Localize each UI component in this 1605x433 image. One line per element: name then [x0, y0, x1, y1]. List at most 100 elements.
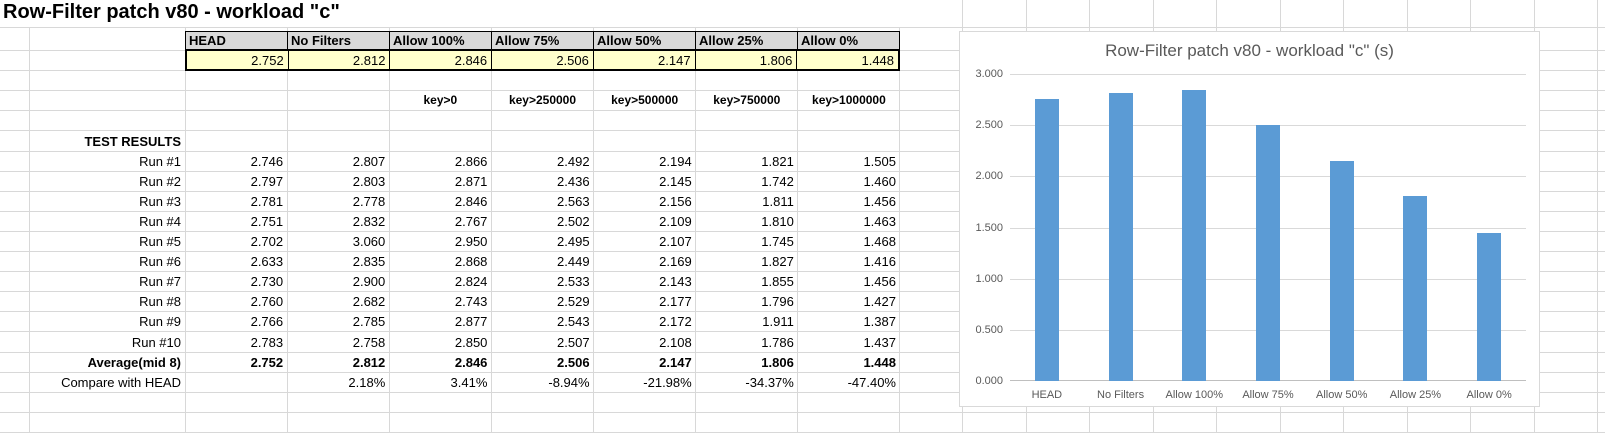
value-cell[interactable]: 2.436: [557, 173, 590, 189]
value-cell[interactable]: 1.387: [863, 314, 896, 330]
value-cell[interactable]: 2.143: [659, 274, 692, 290]
value-cell[interactable]: 1.416: [863, 254, 896, 270]
value-cell[interactable]: -21.98%: [643, 374, 692, 390]
value-cell[interactable]: 2.156: [659, 193, 692, 209]
value-cell[interactable]: [185, 372, 287, 392]
row-label[interactable]: Run #9: [139, 314, 181, 330]
key-label[interactable]: key>0: [423, 93, 458, 107]
value-cell[interactable]: 2.107: [659, 234, 692, 249]
key-label[interactable]: [287, 90, 389, 110]
bar[interactable]: [1329, 161, 1354, 381]
key-label[interactable]: key>500000: [611, 93, 679, 107]
value-cell[interactable]: 2.145: [659, 173, 692, 189]
value-cell[interactable]: 2.109: [659, 213, 692, 229]
value-cell[interactable]: 1.806: [761, 354, 794, 370]
value-cell[interactable]: 2.781: [250, 193, 284, 209]
bar[interactable]: [1034, 99, 1059, 381]
value-cell[interactable]: 2.785: [352, 314, 386, 330]
summary-cell[interactable]: 2.506: [492, 51, 594, 69]
value-cell[interactable]: 2.752: [250, 354, 284, 370]
value-cell[interactable]: 2.832: [352, 213, 386, 229]
value-cell[interactable]: 2.807: [352, 153, 386, 169]
value-cell[interactable]: 2.812: [352, 354, 386, 370]
value-cell[interactable]: 2.746: [250, 153, 284, 169]
value-cell[interactable]: 2.846: [454, 354, 488, 370]
value-cell[interactable]: 2.743: [454, 294, 488, 310]
value-cell[interactable]: 1.745: [761, 234, 794, 249]
column-header[interactable]: Allow 25%: [696, 32, 798, 49]
value-cell[interactable]: 1.456: [863, 193, 896, 209]
bar[interactable]: [1108, 93, 1133, 381]
key-label[interactable]: key>750000: [713, 93, 781, 107]
value-cell[interactable]: 1.437: [863, 334, 896, 350]
value-cell[interactable]: 1.811: [762, 193, 794, 209]
value-cell[interactable]: 2.506: [557, 354, 590, 370]
value-cell[interactable]: 2.177: [659, 294, 692, 310]
value-cell[interactable]: 1.505: [863, 153, 896, 169]
value-cell[interactable]: 3.060: [352, 234, 386, 249]
value-cell[interactable]: 1.827: [761, 254, 794, 270]
value-cell[interactable]: 2.194: [659, 153, 692, 169]
bar[interactable]: [1182, 89, 1207, 381]
value-cell[interactable]: 1.796: [761, 294, 794, 310]
row-label[interactable]: Run #2: [139, 173, 181, 189]
column-header[interactable]: HEAD: [186, 32, 288, 49]
value-cell[interactable]: 2.797: [250, 173, 284, 189]
value-cell[interactable]: 2.871: [454, 173, 488, 189]
bar-chart[interactable]: Row-Filter patch v80 - workload "c" (s) …: [959, 31, 1540, 407]
value-cell[interactable]: -47.40%: [847, 374, 896, 390]
value-cell[interactable]: 2.900: [352, 274, 386, 290]
value-cell[interactable]: 1.427: [863, 294, 896, 310]
value-cell[interactable]: 2.108: [659, 334, 692, 350]
value-cell[interactable]: 2.877: [454, 314, 488, 330]
column-header[interactable]: Allow 100%: [390, 32, 492, 49]
value-cell[interactable]: 2.507: [557, 334, 590, 350]
value-cell[interactable]: 2.778: [352, 193, 386, 209]
value-cell[interactable]: 2.767: [454, 213, 488, 229]
value-cell[interactable]: 2.730: [250, 274, 284, 290]
value-cell[interactable]: 2.803: [352, 173, 386, 189]
row-label[interactable]: Run #4: [139, 213, 181, 229]
row-label[interactable]: Run #10: [131, 334, 181, 350]
key-label[interactable]: [185, 90, 287, 110]
value-cell[interactable]: 1.460: [863, 173, 896, 189]
value-cell[interactable]: 2.543: [557, 314, 590, 330]
value-cell[interactable]: 2.950: [454, 234, 488, 249]
value-cell[interactable]: 2.169: [659, 254, 692, 270]
value-cell[interactable]: 1.786: [761, 334, 794, 350]
row-label[interactable]: Run #1: [139, 153, 181, 169]
value-cell[interactable]: 2.751: [250, 213, 284, 229]
value-cell[interactable]: 1.456: [863, 274, 896, 290]
row-label[interactable]: Compare with HEAD: [61, 374, 181, 390]
value-cell[interactable]: 2.495: [557, 234, 590, 249]
value-cell[interactable]: 2.449: [557, 254, 590, 270]
value-cell[interactable]: -8.94%: [548, 374, 590, 390]
value-cell[interactable]: 2.563: [557, 193, 590, 209]
value-cell[interactable]: 1.855: [761, 274, 794, 290]
value-cell[interactable]: 2.783: [250, 334, 284, 350]
summary-cell[interactable]: 2.846: [390, 51, 493, 69]
bar[interactable]: [1256, 124, 1280, 381]
summary-cell[interactable]: 2.812: [289, 51, 391, 69]
value-cell[interactable]: 1.468: [863, 234, 896, 249]
section-label[interactable]: TEST RESULTS: [84, 134, 181, 149]
value-cell[interactable]: 2.492: [557, 153, 590, 169]
bar[interactable]: [1477, 232, 1502, 381]
value-cell[interactable]: 2.758: [352, 334, 386, 350]
value-cell[interactable]: 2.529: [557, 294, 590, 310]
value-cell[interactable]: 1.911: [762, 314, 794, 330]
value-cell[interactable]: 3.41%: [450, 374, 488, 390]
row-label[interactable]: Average(mid 8): [87, 354, 181, 370]
value-cell[interactable]: 2.18%: [348, 374, 386, 390]
row-label[interactable]: Run #6: [139, 254, 181, 270]
value-cell[interactable]: -34.37%: [745, 374, 794, 390]
value-cell[interactable]: 2.682: [352, 294, 386, 310]
value-cell[interactable]: 2.702: [250, 234, 284, 249]
value-cell[interactable]: 2.850: [454, 334, 488, 350]
bar[interactable]: [1403, 196, 1428, 381]
value-cell[interactable]: 2.835: [352, 254, 386, 270]
value-cell[interactable]: 1.448: [863, 354, 896, 370]
value-cell[interactable]: 2.846: [454, 193, 488, 209]
value-cell[interactable]: 2.824: [454, 274, 488, 290]
value-cell[interactable]: 2.502: [557, 213, 590, 229]
